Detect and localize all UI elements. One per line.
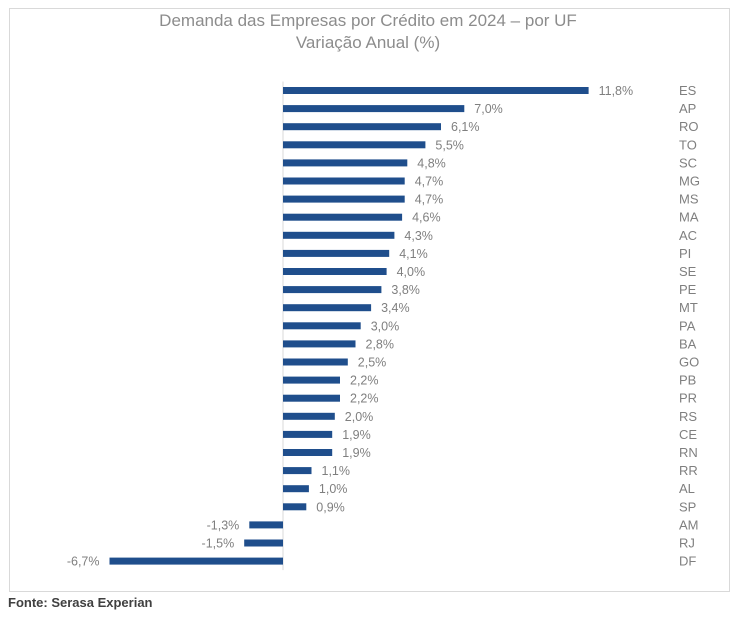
- value-label-go: 2,5%: [358, 356, 387, 370]
- category-labels-layer: ES AP RO TO SC MG MS MA AC PI SE PE MT PA BA GO PB PR RS CE…: [679, 83, 700, 569]
- bar-pr: [283, 394, 340, 402]
- bar-pi: [283, 249, 390, 257]
- source-note: Fonte: Serasa Experian: [8, 595, 153, 610]
- value-label-pi: 4,1%: [399, 247, 428, 261]
- category-label-pr: PR: [679, 391, 697, 406]
- bar-ro: [283, 123, 441, 131]
- chart-title: Demanda das Empresas por Crédito em 2024…: [159, 11, 577, 30]
- bar-rs: [283, 412, 335, 420]
- value-label-pr: 2,2%: [350, 392, 379, 406]
- bar-go: [283, 358, 348, 366]
- category-label-ac: AC: [679, 228, 697, 243]
- bar-rn: [283, 449, 333, 456]
- category-label-go: GO: [679, 355, 699, 370]
- value-label-ap: 7,0%: [474, 102, 503, 116]
- category-label-al: AL: [679, 481, 695, 496]
- value-label-ac: 4,3%: [404, 229, 433, 243]
- value-label-am: -1,3%: [207, 518, 240, 532]
- category-label-rn: RN: [679, 445, 698, 460]
- category-label-sp: SP: [679, 499, 696, 514]
- category-label-ms: MS: [679, 192, 699, 207]
- chart-title-block: Demanda das Empresas por Crédito em 2024…: [0, 10, 736, 54]
- value-label-ro: 6,1%: [451, 120, 480, 134]
- bar-al: [283, 485, 309, 493]
- value-label-rj: -1,5%: [202, 537, 235, 551]
- bar-ce: [283, 430, 333, 438]
- category-label-rr: RR: [679, 463, 698, 478]
- category-label-pe: PE: [679, 282, 697, 297]
- value-label-ms: 4,7%: [415, 193, 444, 207]
- value-label-sp: 0,9%: [316, 500, 345, 514]
- category-label-ce: CE: [679, 427, 697, 442]
- category-label-ap: AP: [679, 101, 696, 116]
- bar-ba: [283, 340, 356, 348]
- value-label-ba: 2,8%: [366, 337, 395, 351]
- value-labels-layer: 11,8% 7,0% 6,1% 5,5% 4,8% 4,7% 4,7% 4,6% 4,3% 4,1…: [67, 84, 633, 569]
- bar-es: [283, 87, 589, 94]
- category-label-to: TO: [679, 137, 697, 152]
- value-label-to: 5,5%: [435, 138, 464, 152]
- bar-ap: [283, 105, 465, 113]
- category-label-ba: BA: [679, 336, 697, 351]
- value-label-mg: 4,7%: [415, 175, 444, 189]
- category-label-mg: MG: [679, 174, 700, 189]
- bar-se: [283, 268, 387, 275]
- bar-mt: [283, 304, 372, 312]
- value-label-sc: 4,8%: [417, 156, 446, 170]
- category-label-mt: MT: [679, 300, 698, 315]
- value-label-pa: 3,0%: [371, 319, 400, 333]
- bar-rr: [283, 467, 312, 475]
- category-label-ma: MA: [679, 210, 699, 225]
- category-label-se: SE: [679, 264, 697, 279]
- value-label-rs: 2,0%: [345, 410, 374, 424]
- bar-sc: [283, 159, 408, 167]
- bar-ma: [283, 213, 403, 221]
- bar-ms: [283, 195, 405, 203]
- category-label-pb: PB: [679, 373, 696, 388]
- value-label-se: 4,0%: [397, 265, 426, 279]
- chart-subtitle: Variação Anual (%): [295, 33, 441, 52]
- bar-mg: [283, 177, 405, 185]
- bar-am: [249, 521, 283, 529]
- value-label-ma: 4,6%: [412, 211, 441, 225]
- value-label-rr: 1,1%: [322, 464, 351, 478]
- bar-pe: [283, 286, 382, 294]
- value-label-rn: 1,9%: [342, 446, 371, 460]
- value-label-pe: 3,8%: [391, 283, 420, 297]
- bar-sp: [283, 503, 307, 511]
- category-label-rs: RS: [679, 409, 697, 424]
- value-label-al: 1,0%: [319, 482, 348, 496]
- value-label-ce: 1,9%: [342, 428, 371, 442]
- value-label-df: -6,7%: [67, 555, 100, 569]
- bars-layer: [109, 87, 589, 565]
- category-label-sc: SC: [679, 155, 697, 170]
- category-label-am: AM: [679, 517, 699, 532]
- category-label-df: DF: [679, 554, 696, 569]
- value-label-es: 11,8%: [599, 84, 634, 98]
- bar-pb: [283, 376, 340, 384]
- bar-rj: [244, 539, 283, 547]
- value-label-pb: 2,2%: [350, 374, 379, 388]
- value-label-mt: 3,4%: [381, 301, 410, 315]
- bar-df: [109, 557, 283, 565]
- category-label-es: ES: [679, 83, 697, 98]
- category-label-pa: PA: [679, 318, 696, 333]
- category-label-ro: RO: [679, 119, 699, 134]
- bar-to: [283, 141, 426, 149]
- category-label-rj: RJ: [679, 536, 695, 551]
- bar-pa: [283, 322, 361, 330]
- category-label-pi: PI: [679, 246, 691, 261]
- bar-ac: [283, 231, 395, 239]
